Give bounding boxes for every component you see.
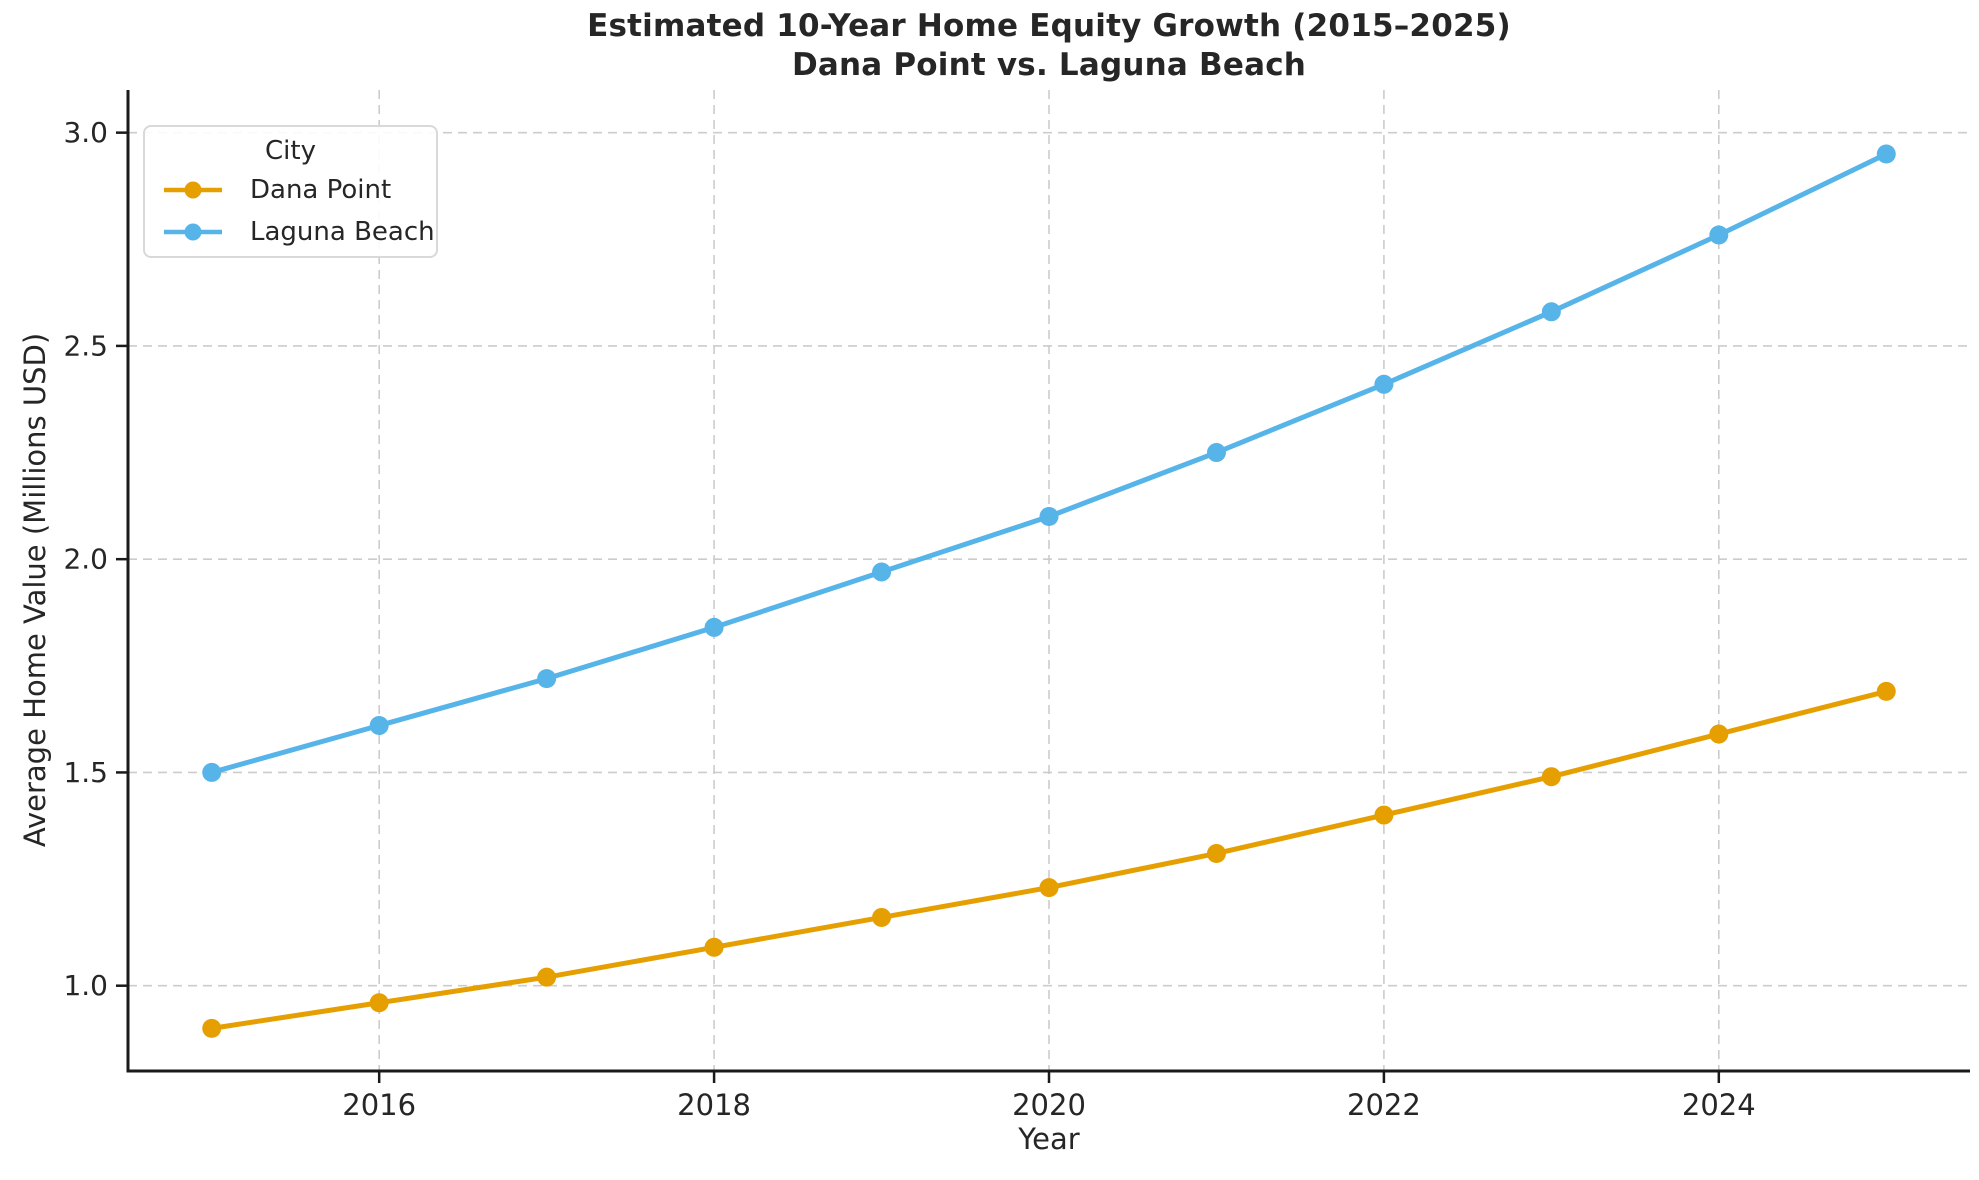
y-tick-label: 1.5 — [63, 756, 108, 789]
x-tick-label: 2016 — [342, 1088, 416, 1122]
legend: City Dana Point Laguna Beach — [143, 125, 438, 258]
laguna-beach-marker-2015 — [202, 762, 222, 782]
y-tick-label: 1.0 — [63, 969, 108, 1002]
chart-title-line-2: Dana Point vs. Laguna Beach — [791, 47, 1307, 83]
dana-point-line-marker-icon — [164, 181, 222, 199]
laguna-beach-marker-2023 — [1541, 302, 1561, 322]
dana-point-marker-2023 — [1541, 767, 1561, 787]
dana-point-marker-2024 — [1709, 724, 1729, 744]
dana-point-marker-2015 — [202, 1018, 222, 1038]
chart-title-line-1: Estimated 10-Year Home Equity Growth (20… — [587, 8, 1511, 44]
dana-point-marker-2020 — [1039, 878, 1059, 898]
x-axis-label: Year — [1018, 1122, 1080, 1156]
y-tick-label: 2.0 — [63, 543, 108, 576]
dana-point-marker-2022 — [1374, 805, 1394, 825]
dana-point-marker-2025 — [1876, 681, 1896, 701]
x-tick-label: 2020 — [1012, 1088, 1086, 1122]
laguna-beach-marker-2024 — [1709, 225, 1729, 245]
laguna-beach-marker-2025 — [1876, 144, 1896, 164]
laguna-beach-marker-2016 — [369, 716, 389, 736]
legend-title: City — [265, 136, 316, 166]
dana-point-marker-2018 — [704, 937, 724, 957]
dana-point-marker-2021 — [1206, 843, 1226, 863]
laguna-beach-marker-2019 — [872, 562, 892, 582]
y-axis-label: Average Home Value (Millions USD) — [18, 332, 52, 848]
laguna-beach-marker-2020 — [1039, 507, 1059, 527]
legend-item-label-laguna-beach: Laguna Beach — [250, 217, 435, 247]
y-tick-label: 2.5 — [63, 329, 108, 362]
x-tick-label: 2022 — [1347, 1088, 1421, 1122]
legend-item-laguna-beach: Laguna Beach — [155, 211, 435, 253]
dana-point-marker-2019 — [872, 907, 892, 927]
dana-point-marker-2017 — [537, 967, 557, 987]
laguna-beach-marker-2018 — [704, 617, 724, 637]
y-tick-label: 3.0 — [63, 116, 108, 149]
legend-item-label-dana-point: Dana Point — [250, 175, 392, 205]
x-tick-label: 2018 — [677, 1088, 751, 1122]
laguna-beach-marker-2021 — [1206, 443, 1226, 463]
laguna-beach-marker-2017 — [537, 669, 557, 689]
laguna-beach-line-marker-icon — [164, 223, 222, 241]
legend-item-dana-point: Dana Point — [155, 169, 426, 211]
laguna-beach-marker-2022 — [1374, 374, 1394, 394]
x-tick-label: 2024 — [1682, 1088, 1756, 1122]
dana-point-marker-2016 — [369, 993, 389, 1013]
